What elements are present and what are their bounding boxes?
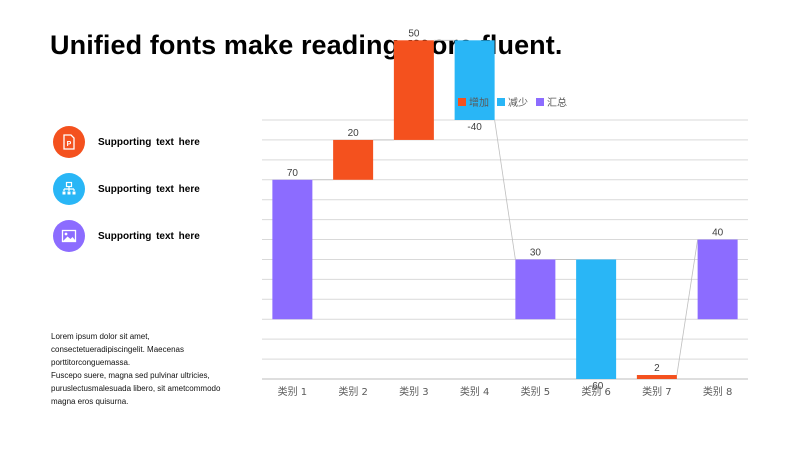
legend-label: 汇总 [547, 96, 567, 109]
body-line: puruslectusmalesuada libero, sit ametcom… [51, 384, 221, 393]
feature-item-1: P Supporting text here [53, 126, 200, 158]
bar-4 [454, 40, 495, 120]
category-label: 类别 7 [642, 385, 672, 398]
bar-3 [393, 40, 434, 140]
bar-6 [576, 259, 617, 379]
body-line: consectetueradipiscingelit. Maecenas [51, 345, 184, 354]
category-label: 类别 4 [460, 385, 490, 398]
feature-item-2: Supporting text here [53, 173, 200, 205]
feature-icon-circle [53, 220, 85, 252]
body-line: Lorem ipsum dolor sit amet, [51, 332, 150, 341]
org-chart-icon [62, 181, 76, 195]
data-label: 2 [654, 363, 660, 374]
data-label: 30 [530, 247, 542, 258]
image-icon [61, 229, 77, 243]
category-label: 类别 5 [521, 385, 551, 398]
category-label: 类别 8 [703, 385, 733, 398]
legend-swatch [497, 98, 505, 106]
bar-8 [697, 239, 738, 320]
powerpoint-file-icon: P [63, 134, 75, 150]
data-label: 70 [287, 168, 299, 179]
category-label: 类别 1 [278, 385, 308, 398]
data-label: -40 [467, 122, 482, 133]
bar-7 [636, 375, 677, 379]
feature-label: Supporting text here [98, 230, 200, 242]
connector-line [676, 239, 699, 376]
body-paragraph: Lorem ipsum dolor sit amet, consectetuer… [51, 330, 236, 408]
legend-swatch [536, 98, 544, 106]
data-label: 20 [348, 128, 360, 139]
category-label: 类别 2 [338, 385, 368, 398]
svg-text:P: P [67, 141, 72, 148]
feature-icon-circle: P [53, 126, 85, 158]
legend-label: 增加 [469, 96, 489, 109]
connector-line [494, 119, 516, 260]
bar-5 [515, 259, 556, 320]
bar-1 [272, 179, 313, 320]
legend-swatch [458, 98, 466, 106]
feature-label: Supporting text here [98, 183, 200, 195]
feature-item-3: Supporting text here [53, 220, 200, 252]
category-label: 类别 6 [581, 385, 611, 398]
feature-icon-circle [53, 173, 85, 205]
data-label: 50 [408, 28, 420, 39]
category-label: 类别 3 [399, 385, 429, 398]
body-line: porttitorconguemassa. [51, 358, 131, 367]
data-label: -60 [589, 381, 604, 392]
body-line: Fuscepo suere, magna sed pulvinar ultric… [51, 371, 210, 380]
feature-label: Supporting text here [98, 136, 200, 148]
legend-label: 减少 [508, 97, 528, 109]
data-label: 40 [712, 228, 724, 239]
bar-2 [333, 139, 374, 180]
body-line: magna eros quisurna. [51, 397, 129, 406]
